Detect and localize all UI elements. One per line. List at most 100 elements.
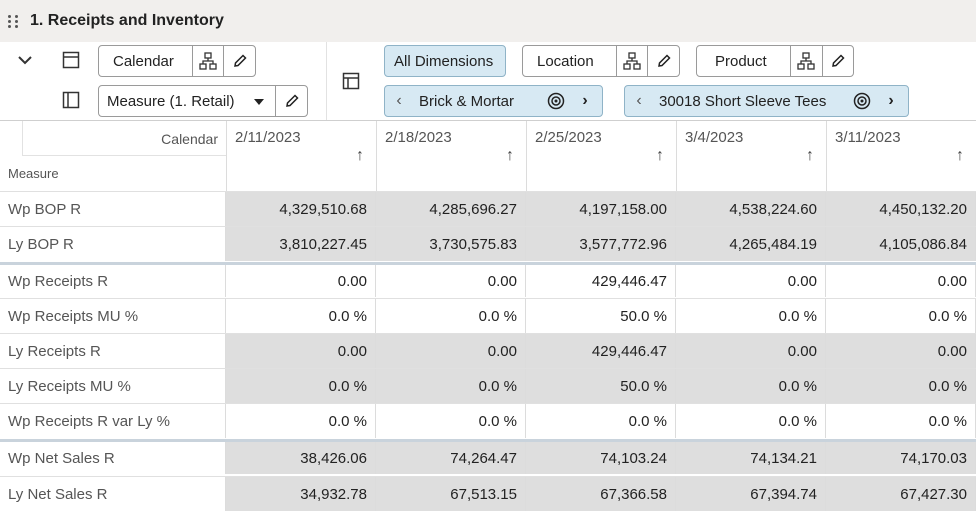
table-cell[interactable]: 0.00 [676, 334, 826, 368]
table-cell[interactable]: 0.00 [376, 265, 526, 297]
column-header[interactable]: 2/11/2023 ↑ [226, 121, 376, 191]
row-label: Ly BOP R [0, 227, 226, 261]
target-icon[interactable] [541, 92, 571, 110]
column-header-date: 2/11/2023 [235, 129, 301, 146]
table-cell[interactable]: 0.00 [226, 265, 376, 297]
table-cell[interactable]: 4,285,696.27 [376, 192, 526, 226]
page-title: 1. Receipts and Inventory [30, 12, 224, 29]
table-cell[interactable]: 0.0 % [226, 369, 376, 403]
all-dimensions-label: All Dimensions [394, 52, 494, 70]
table-cell[interactable]: 3,577,772.96 [526, 227, 676, 261]
measure-select[interactable]: Measure (1. Retail) [98, 85, 308, 117]
row-label: Wp Receipts R [0, 265, 226, 297]
chevron-left-icon[interactable]: ‹ [396, 92, 402, 109]
column-header[interactable]: 2/18/2023 ↑ [376, 121, 526, 191]
pencil-icon[interactable] [821, 46, 854, 76]
table-cell[interactable]: 67,394.74 [676, 477, 826, 511]
table-cell[interactable]: 0.0 % [676, 404, 826, 438]
table-cell[interactable]: 4,329,510.68 [226, 192, 376, 226]
table-cell[interactable]: 0.0 % [376, 404, 526, 438]
table-cell[interactable]: 0.0 % [526, 404, 676, 438]
table-cell[interactable]: 0.0 % [826, 404, 976, 438]
table-cell[interactable]: 38,426.06 [226, 442, 376, 474]
table-cell[interactable]: 3,730,575.83 [376, 227, 526, 261]
table-cell[interactable]: 429,446.47 [526, 334, 676, 368]
divider [22, 155, 226, 156]
sort-up-icon[interactable]: ↑ [806, 147, 814, 164]
table-cell[interactable]: 74,134.21 [676, 442, 826, 474]
caret-down-icon[interactable] [243, 93, 275, 110]
table-cell[interactable]: 50.0 % [526, 369, 676, 403]
sort-up-icon[interactable]: ↑ [356, 147, 364, 164]
table-cell[interactable]: 0.0 % [676, 369, 826, 403]
hierarchy-icon[interactable] [615, 46, 648, 76]
table-layout-icon[interactable] [58, 47, 84, 73]
table-row: Wp BOP R 4,329,510.68 4,285,696.27 4,197… [0, 191, 976, 226]
table-cell[interactable]: 0.00 [826, 334, 976, 368]
table-cell[interactable]: 0.0 % [376, 299, 526, 333]
table-row: Ly Receipts MU % 0.0 % 0.0 % 50.0 % 0.0 … [0, 368, 976, 403]
table-cell[interactable]: 0.00 [376, 334, 526, 368]
table-cell[interactable]: 67,427.30 [826, 477, 976, 511]
sort-up-icon[interactable]: ↑ [656, 147, 664, 164]
table-cell[interactable]: 4,265,484.19 [676, 227, 826, 261]
hierarchy-icon[interactable] [191, 46, 224, 76]
divider [326, 42, 327, 120]
pencil-icon[interactable] [647, 46, 679, 76]
table-cell[interactable]: 0.00 [676, 265, 826, 297]
table-cell[interactable]: 0.00 [226, 334, 376, 368]
chevron-down-icon[interactable] [12, 47, 38, 73]
product-dimension-button[interactable]: Product [696, 45, 854, 77]
column-header[interactable]: 3/11/2023 ↑ [826, 121, 976, 191]
table-cell[interactable]: 74,103.24 [526, 442, 676, 474]
table-cell[interactable]: 0.0 % [226, 404, 376, 438]
panel-layout-icon[interactable] [58, 87, 84, 113]
chevron-right-icon[interactable]: › [582, 92, 588, 109]
column-header-date: 3/11/2023 [835, 129, 901, 146]
column-header-date: 2/25/2023 [535, 129, 602, 146]
table-row: Wp Net Sales R 38,426.06 74,264.47 74,10… [0, 439, 976, 474]
table-cell[interactable]: 74,264.47 [376, 442, 526, 474]
table-cell[interactable]: 0.0 % [376, 369, 526, 403]
table-cell[interactable]: 67,513.15 [376, 477, 526, 511]
all-dimensions-button[interactable]: All Dimensions [384, 45, 506, 77]
location-label: Location [537, 52, 594, 70]
column-header[interactable]: 3/4/2023 ↑ [676, 121, 826, 191]
table-cell[interactable]: 0.0 % [676, 299, 826, 333]
calendar-axis-label: Calendar [161, 131, 218, 147]
pencil-icon[interactable] [223, 46, 255, 76]
table-cell[interactable]: 34,932.78 [226, 477, 376, 511]
pivot-layout-icon[interactable] [338, 68, 364, 94]
column-header[interactable]: 2/25/2023 ↑ [526, 121, 676, 191]
table-row: Wp Receipts R var Ly % 0.0 % 0.0 % 0.0 %… [0, 403, 976, 438]
table-row: Wp Receipts R 0.00 0.00 429,446.47 0.00 … [0, 262, 976, 297]
table-cell[interactable]: 74,170.03 [826, 442, 976, 474]
chevron-left-icon[interactable]: ‹ [636, 92, 642, 109]
sort-up-icon[interactable]: ↑ [506, 147, 514, 164]
pencil-icon[interactable] [275, 86, 307, 116]
table-cell[interactable]: 0.00 [826, 265, 976, 297]
table-cell[interactable]: 0.0 % [226, 299, 376, 333]
location-selector[interactable]: ‹ Brick & Mortar › [384, 85, 603, 117]
product-selector[interactable]: ‹ 30018 Short Sleeve Tees › [624, 85, 909, 117]
table-cell[interactable]: 4,538,224.60 [676, 192, 826, 226]
table-cell[interactable]: 50.0 % [526, 299, 676, 333]
table-cell[interactable]: 0.0 % [826, 299, 976, 333]
table-cell[interactable]: 4,197,158.00 [526, 192, 676, 226]
drag-handle-icon[interactable] [8, 10, 20, 32]
chevron-right-icon[interactable]: › [888, 92, 894, 109]
table-cell[interactable]: 429,446.47 [526, 265, 676, 297]
sort-up-icon[interactable]: ↑ [956, 147, 964, 164]
target-icon[interactable] [847, 92, 877, 110]
hierarchy-icon[interactable] [790, 46, 822, 76]
calendar-dimension-button[interactable]: Calendar [98, 45, 256, 77]
table-cell[interactable]: 3,810,227.45 [226, 227, 376, 261]
title-bar: 1. Receipts and Inventory [0, 0, 976, 42]
table-cell[interactable]: 4,450,132.20 [826, 192, 976, 226]
table-cell[interactable]: 0.0 % [826, 369, 976, 403]
location-dimension-button[interactable]: Location [522, 45, 680, 77]
row-label: Wp Receipts R var Ly % [0, 404, 226, 438]
table-cell[interactable]: 4,105,086.84 [826, 227, 976, 261]
table-cell[interactable]: 67,366.58 [526, 477, 676, 511]
table-row: Ly Net Sales R 34,932.78 67,513.15 67,36… [0, 476, 976, 511]
